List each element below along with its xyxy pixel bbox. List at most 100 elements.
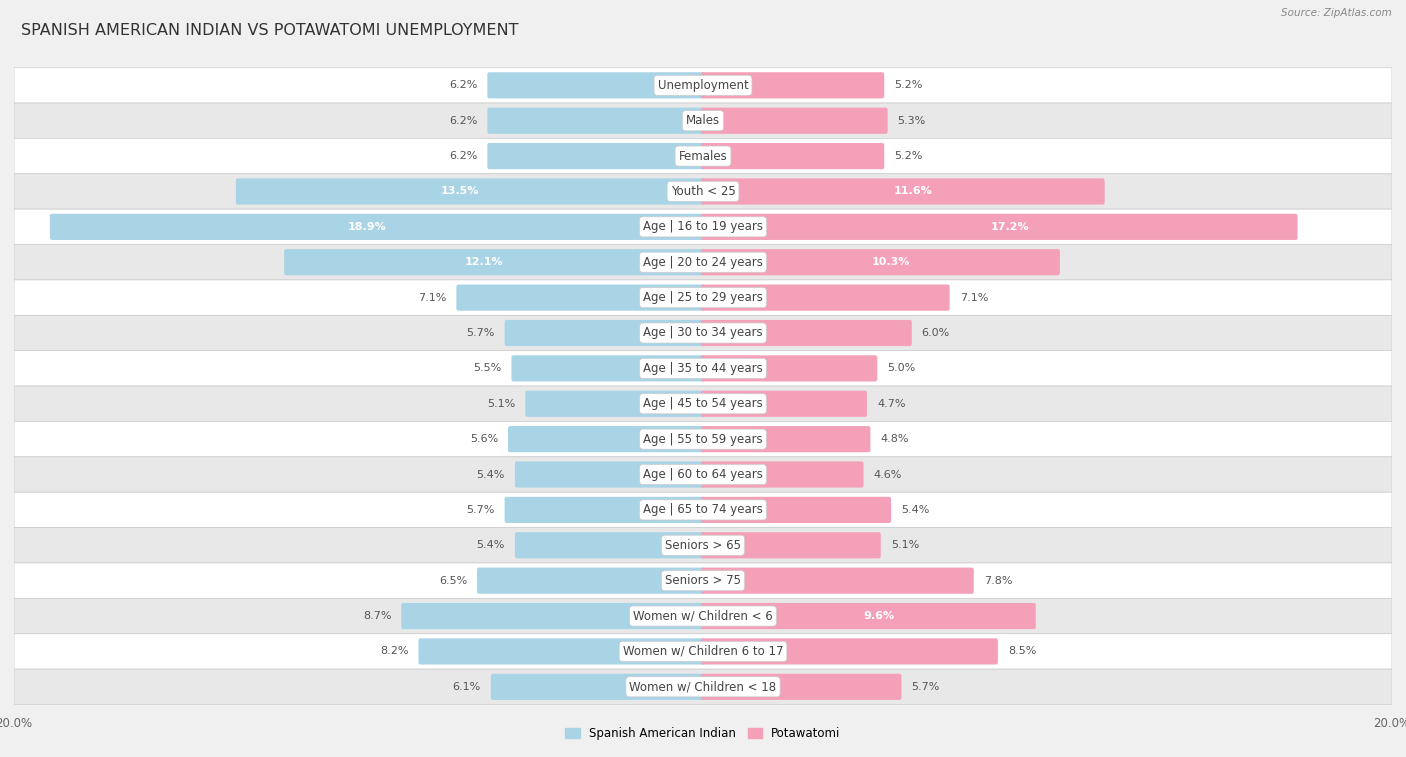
Text: 17.2%: 17.2% [990,222,1029,232]
Text: 12.1%: 12.1% [465,257,503,267]
Text: Seniors > 65: Seniors > 65 [665,539,741,552]
FancyBboxPatch shape [702,213,1298,240]
FancyBboxPatch shape [702,391,868,417]
Text: 5.7%: 5.7% [467,328,495,338]
Text: 8.7%: 8.7% [363,611,391,621]
Text: Age | 65 to 74 years: Age | 65 to 74 years [643,503,763,516]
FancyBboxPatch shape [702,674,901,700]
Text: Youth < 25: Youth < 25 [671,185,735,198]
Text: Males: Males [686,114,720,127]
FancyBboxPatch shape [702,603,1036,629]
Text: Age | 25 to 29 years: Age | 25 to 29 years [643,291,763,304]
Text: 7.8%: 7.8% [984,575,1012,586]
FancyBboxPatch shape [14,669,1392,705]
FancyBboxPatch shape [702,426,870,452]
FancyBboxPatch shape [284,249,704,276]
Text: 5.2%: 5.2% [894,151,922,161]
FancyBboxPatch shape [14,103,1392,139]
FancyBboxPatch shape [14,67,1392,103]
Text: 6.2%: 6.2% [449,151,478,161]
Text: 6.1%: 6.1% [453,682,481,692]
FancyBboxPatch shape [702,249,1060,276]
FancyBboxPatch shape [702,355,877,382]
Text: Age | 20 to 24 years: Age | 20 to 24 years [643,256,763,269]
Text: Females: Females [679,150,727,163]
Text: Age | 16 to 19 years: Age | 16 to 19 years [643,220,763,233]
Text: 18.9%: 18.9% [347,222,387,232]
Text: 5.6%: 5.6% [470,435,498,444]
FancyBboxPatch shape [477,568,704,593]
FancyBboxPatch shape [401,603,704,629]
FancyBboxPatch shape [14,386,1392,422]
Text: Unemployment: Unemployment [658,79,748,92]
Text: 4.7%: 4.7% [877,399,905,409]
FancyBboxPatch shape [702,638,998,665]
FancyBboxPatch shape [14,563,1392,598]
Text: SPANISH AMERICAN INDIAN VS POTAWATOMI UNEMPLOYMENT: SPANISH AMERICAN INDIAN VS POTAWATOMI UN… [21,23,519,38]
FancyBboxPatch shape [702,462,863,488]
FancyBboxPatch shape [236,179,704,204]
FancyBboxPatch shape [14,456,1392,492]
Text: Women w/ Children < 18: Women w/ Children < 18 [630,681,776,693]
FancyBboxPatch shape [702,107,887,134]
Text: Source: ZipAtlas.com: Source: ZipAtlas.com [1281,8,1392,17]
FancyBboxPatch shape [702,532,880,559]
Text: 5.3%: 5.3% [897,116,927,126]
FancyBboxPatch shape [14,634,1392,669]
Text: Age | 30 to 34 years: Age | 30 to 34 years [643,326,763,339]
Text: Age | 55 to 59 years: Age | 55 to 59 years [643,433,763,446]
FancyBboxPatch shape [505,497,704,523]
Text: Age | 60 to 64 years: Age | 60 to 64 years [643,468,763,481]
Text: 8.2%: 8.2% [380,646,409,656]
Text: 5.2%: 5.2% [894,80,922,90]
Text: Seniors > 75: Seniors > 75 [665,574,741,587]
FancyBboxPatch shape [14,492,1392,528]
FancyBboxPatch shape [702,179,1105,204]
FancyBboxPatch shape [14,316,1392,350]
FancyBboxPatch shape [702,568,974,593]
FancyBboxPatch shape [14,350,1392,386]
FancyBboxPatch shape [488,143,704,169]
Text: 5.4%: 5.4% [901,505,929,515]
FancyBboxPatch shape [14,528,1392,563]
FancyBboxPatch shape [14,598,1392,634]
Text: 4.6%: 4.6% [873,469,901,479]
FancyBboxPatch shape [488,72,704,98]
Text: 5.1%: 5.1% [891,540,920,550]
FancyBboxPatch shape [512,355,704,382]
Text: 13.5%: 13.5% [441,186,479,197]
Text: 7.1%: 7.1% [418,293,446,303]
FancyBboxPatch shape [515,462,704,488]
FancyBboxPatch shape [488,107,704,134]
FancyBboxPatch shape [49,213,704,240]
Text: 8.5%: 8.5% [1008,646,1036,656]
Text: Women w/ Children < 6: Women w/ Children < 6 [633,609,773,622]
Text: 6.0%: 6.0% [922,328,950,338]
FancyBboxPatch shape [14,174,1392,209]
FancyBboxPatch shape [508,426,704,452]
FancyBboxPatch shape [14,139,1392,174]
Text: 7.1%: 7.1% [960,293,988,303]
Text: 5.1%: 5.1% [486,399,515,409]
FancyBboxPatch shape [505,320,704,346]
Text: Age | 45 to 54 years: Age | 45 to 54 years [643,397,763,410]
FancyBboxPatch shape [14,245,1392,280]
FancyBboxPatch shape [526,391,704,417]
Text: 5.7%: 5.7% [911,682,939,692]
FancyBboxPatch shape [419,638,704,665]
FancyBboxPatch shape [702,320,911,346]
Text: 9.6%: 9.6% [863,611,894,621]
FancyBboxPatch shape [702,497,891,523]
Text: 6.5%: 6.5% [439,575,467,586]
Text: 5.7%: 5.7% [467,505,495,515]
FancyBboxPatch shape [702,72,884,98]
FancyBboxPatch shape [457,285,704,310]
Legend: Spanish American Indian, Potawatomi: Spanish American Indian, Potawatomi [561,722,845,745]
FancyBboxPatch shape [515,532,704,559]
FancyBboxPatch shape [491,674,704,700]
Text: 6.2%: 6.2% [449,116,478,126]
FancyBboxPatch shape [702,143,884,169]
Text: Women w/ Children 6 to 17: Women w/ Children 6 to 17 [623,645,783,658]
Text: 5.4%: 5.4% [477,540,505,550]
Text: 5.5%: 5.5% [474,363,502,373]
